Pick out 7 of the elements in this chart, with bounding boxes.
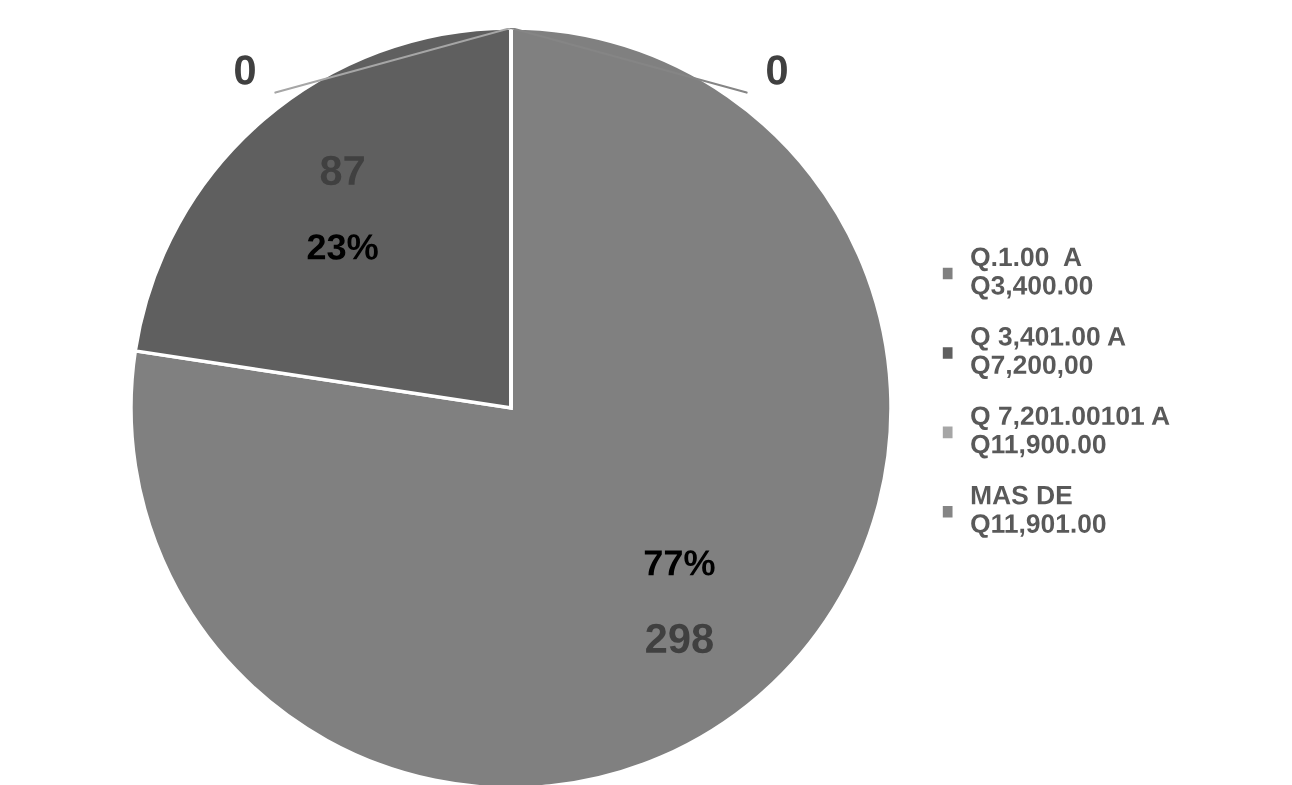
text: 0 xyxy=(235,55,255,85)
legend-label: Q 3,401.00 A Q7,200,00 xyxy=(971,326,1126,380)
legend-label: MAS DE Q11,901.00 xyxy=(971,485,1106,538)
legend-label: Q.1.00 A Q3,400.00 xyxy=(971,247,1093,300)
legend-label: Q 7,201.00101 A Q11,900.00 xyxy=(971,406,1170,459)
text: 77% 298 xyxy=(644,550,715,654)
text: 0 xyxy=(767,55,787,85)
